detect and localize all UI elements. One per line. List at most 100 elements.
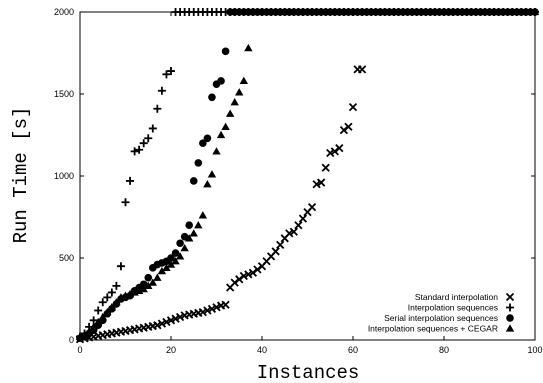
- x-tick-label: 0: [77, 345, 82, 355]
- legend-marker: [505, 292, 515, 302]
- data-point: [98, 312, 107, 321]
- data-point: [321, 163, 330, 172]
- data-point: [171, 249, 180, 257]
- data-point: [335, 143, 344, 153]
- data-point: [112, 281, 121, 290]
- data-point: [203, 180, 212, 188]
- data-point: [171, 314, 180, 323]
- x-tick-label: 100: [527, 345, 542, 355]
- data-point: [107, 303, 117, 311]
- data-point: [135, 145, 144, 154]
- data-point: [239, 271, 248, 281]
- data-point: [162, 263, 171, 271]
- data-point: [348, 102, 358, 112]
- data-point: [194, 221, 203, 229]
- data-point: [166, 260, 176, 268]
- data-point: [139, 139, 148, 148]
- data-point: [130, 147, 139, 156]
- data-point: [180, 232, 189, 241]
- data-point: [126, 176, 135, 185]
- data-point: [162, 70, 171, 79]
- data-point: [94, 306, 103, 315]
- data-point: [344, 122, 353, 131]
- y-axis-title: Run Time [s]: [10, 107, 32, 244]
- data-point: [144, 273, 153, 282]
- data-point: [239, 76, 248, 85]
- data-point: [289, 227, 298, 236]
- data-point: [212, 147, 221, 155]
- y-tick-label: 500: [59, 253, 74, 263]
- data-point: [144, 134, 153, 143]
- data-point: [230, 98, 239, 106]
- data-point: [176, 239, 184, 248]
- data-point: [89, 322, 98, 331]
- data-point: [185, 221, 193, 229]
- data-point: [221, 300, 230, 309]
- data-point: [216, 130, 226, 139]
- data-point: [312, 180, 321, 189]
- series-1: [76, 8, 539, 341]
- data-point: [80, 329, 89, 338]
- data-point: [167, 254, 175, 262]
- data-point: [148, 124, 157, 133]
- y-tick-label: 1500: [54, 89, 74, 99]
- data-point: [157, 319, 167, 328]
- series-3: [75, 7, 540, 340]
- data-point: [203, 306, 212, 315]
- data-point: [194, 159, 203, 167]
- data-point: [89, 316, 98, 325]
- data-point: [94, 317, 103, 326]
- data-point: [212, 303, 221, 312]
- data-point: [98, 298, 107, 307]
- data-point: [208, 93, 216, 102]
- data-point: [207, 304, 217, 313]
- y-tick-label: 0: [69, 335, 74, 345]
- data-point: [103, 293, 112, 302]
- legend-label: Serial interpolation sequences: [384, 313, 498, 323]
- y-tick-label: 1000: [54, 171, 74, 181]
- data-point: [153, 104, 162, 113]
- data-point: [175, 252, 185, 260]
- data-point: [167, 67, 175, 76]
- data-point: [276, 240, 285, 250]
- data-point: [85, 322, 94, 331]
- data-point: [157, 86, 166, 95]
- data-marks: [75, 7, 540, 344]
- data-point: [244, 270, 253, 279]
- data-point: [162, 317, 171, 327]
- data-point: [326, 148, 335, 158]
- data-point: [171, 257, 180, 265]
- data-point: [144, 281, 153, 290]
- series-0: [75, 65, 367, 344]
- data-point: [217, 77, 225, 85]
- data-point: [166, 316, 176, 325]
- data-point: [175, 312, 185, 322]
- data-point: [189, 229, 198, 237]
- data-point: [157, 266, 167, 275]
- plot-frame: [79, 11, 536, 341]
- data-point: [221, 47, 230, 56]
- data-point: [531, 8, 539, 16]
- legend-label: Interpolation sequences: [408, 303, 498, 313]
- data-point: [185, 234, 194, 242]
- data-point: [294, 221, 303, 230]
- data-point: [139, 280, 148, 289]
- x-tick-label: 60: [348, 345, 358, 355]
- data-point: [189, 177, 198, 185]
- data-point: [116, 262, 125, 271]
- data-point: [298, 214, 308, 223]
- data-point: [225, 109, 235, 117]
- data-point: [153, 273, 162, 281]
- legend-marker: [506, 303, 514, 312]
- data-point: [148, 278, 157, 286]
- data-point: [139, 284, 148, 293]
- x-axis-title: Instances: [257, 362, 360, 383]
- x-tick-label: 80: [439, 345, 449, 355]
- data-point: [180, 243, 189, 252]
- data-point: [153, 321, 162, 330]
- data-point: [244, 43, 253, 52]
- legend-label: Interpolation sequences + CEGAR: [368, 324, 498, 334]
- data-point: [235, 88, 244, 96]
